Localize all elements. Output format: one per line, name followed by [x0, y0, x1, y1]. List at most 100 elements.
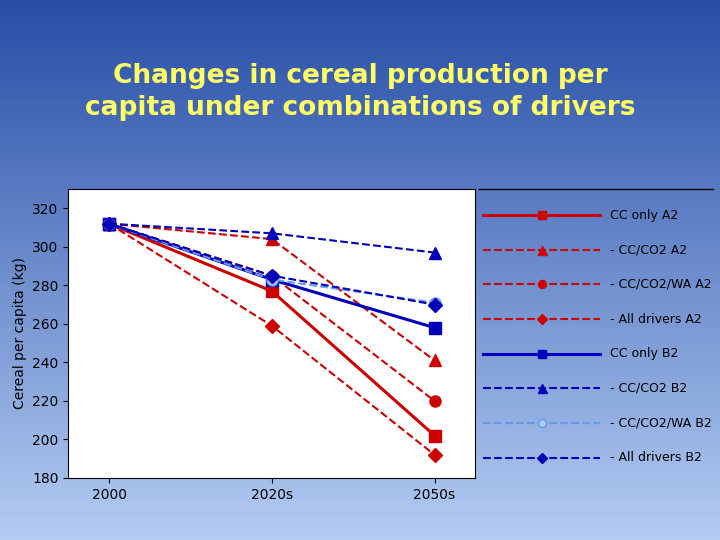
Bar: [0, 89, 720, 92]
Bar: [0, 32, 720, 35]
Bar: [0, 483, 720, 486]
Bar: [0, 97, 720, 100]
Bar: [0, 124, 720, 127]
Bar: [0, 22, 720, 24]
Bar: [0, 297, 720, 300]
Bar: [0, 65, 720, 68]
Bar: [0, 143, 720, 146]
Bar: [0, 435, 720, 437]
Bar: [0, 43, 720, 46]
Bar: [0, 151, 720, 154]
Bar: [0, 397, 720, 400]
Bar: [0, 516, 720, 518]
Bar: [0, 273, 720, 275]
Bar: [0, 157, 720, 159]
Bar: [0, 5, 720, 8]
Bar: [0, 230, 720, 232]
Bar: [0, 289, 720, 292]
Bar: [0, 481, 720, 483]
Bar: [0, 116, 720, 119]
Bar: [0, 159, 720, 162]
Bar: [0, 386, 720, 389]
Bar: [0, 537, 720, 540]
Bar: [0, 432, 720, 435]
Bar: [0, 443, 720, 445]
Bar: [0, 24, 720, 27]
Bar: [0, 46, 720, 49]
Bar: [0, 100, 720, 103]
Bar: [0, 413, 720, 416]
Bar: [0, 427, 720, 429]
Bar: [0, 378, 720, 381]
Bar: [0, 235, 720, 238]
Bar: [0, 70, 720, 73]
Bar: [0, 335, 720, 338]
Bar: [0, 313, 720, 316]
Bar: [0, 502, 720, 505]
Bar: [0, 383, 720, 386]
Bar: [0, 505, 720, 508]
Text: - CC/CO2/WA B2: - CC/CO2/WA B2: [610, 416, 711, 429]
Bar: [0, 148, 720, 151]
Bar: [0, 78, 720, 81]
Bar: [0, 359, 720, 362]
Bar: [0, 513, 720, 516]
Bar: [0, 130, 720, 132]
Bar: [0, 524, 720, 526]
Bar: [0, 459, 720, 462]
Bar: [0, 259, 720, 262]
Bar: [0, 418, 720, 421]
Bar: [0, 94, 720, 97]
Text: - CC/CO2 B2: - CC/CO2 B2: [610, 382, 687, 395]
Bar: [0, 338, 720, 340]
Bar: [0, 389, 720, 392]
Bar: [0, 238, 720, 240]
Bar: [0, 429, 720, 432]
Bar: [0, 440, 720, 443]
Bar: [0, 62, 720, 65]
Bar: [0, 173, 720, 176]
Bar: [0, 216, 720, 219]
Bar: [0, 49, 720, 51]
Bar: [0, 178, 720, 181]
Bar: [0, 213, 720, 216]
Bar: [0, 305, 720, 308]
Bar: [0, 113, 720, 116]
Bar: [0, 281, 720, 284]
Bar: [0, 526, 720, 529]
Bar: [0, 254, 720, 256]
Bar: [0, 40, 720, 43]
Bar: [0, 270, 720, 273]
Bar: [0, 400, 720, 402]
Bar: [0, 57, 720, 59]
Bar: [0, 221, 720, 224]
Bar: [0, 11, 720, 14]
Bar: [0, 521, 720, 524]
Bar: [0, 219, 720, 221]
Bar: [0, 367, 720, 370]
Bar: [0, 532, 720, 535]
Bar: [0, 510, 720, 513]
Bar: [0, 192, 720, 194]
Bar: [0, 408, 720, 410]
Bar: [0, 167, 720, 170]
Bar: [0, 508, 720, 510]
Bar: [0, 108, 720, 111]
Bar: [0, 81, 720, 84]
Bar: [0, 111, 720, 113]
Bar: [0, 59, 720, 62]
Bar: [0, 424, 720, 427]
Bar: [0, 394, 720, 397]
Bar: [0, 500, 720, 502]
Bar: [0, 416, 720, 418]
Bar: [0, 194, 720, 197]
Bar: [0, 448, 720, 451]
Bar: [0, 402, 720, 405]
Bar: [0, 205, 720, 208]
Bar: [0, 405, 720, 408]
Bar: [0, 54, 720, 57]
Bar: [0, 494, 720, 497]
Bar: [0, 370, 720, 373]
Text: CC only A2: CC only A2: [610, 208, 678, 221]
Bar: [0, 14, 720, 16]
